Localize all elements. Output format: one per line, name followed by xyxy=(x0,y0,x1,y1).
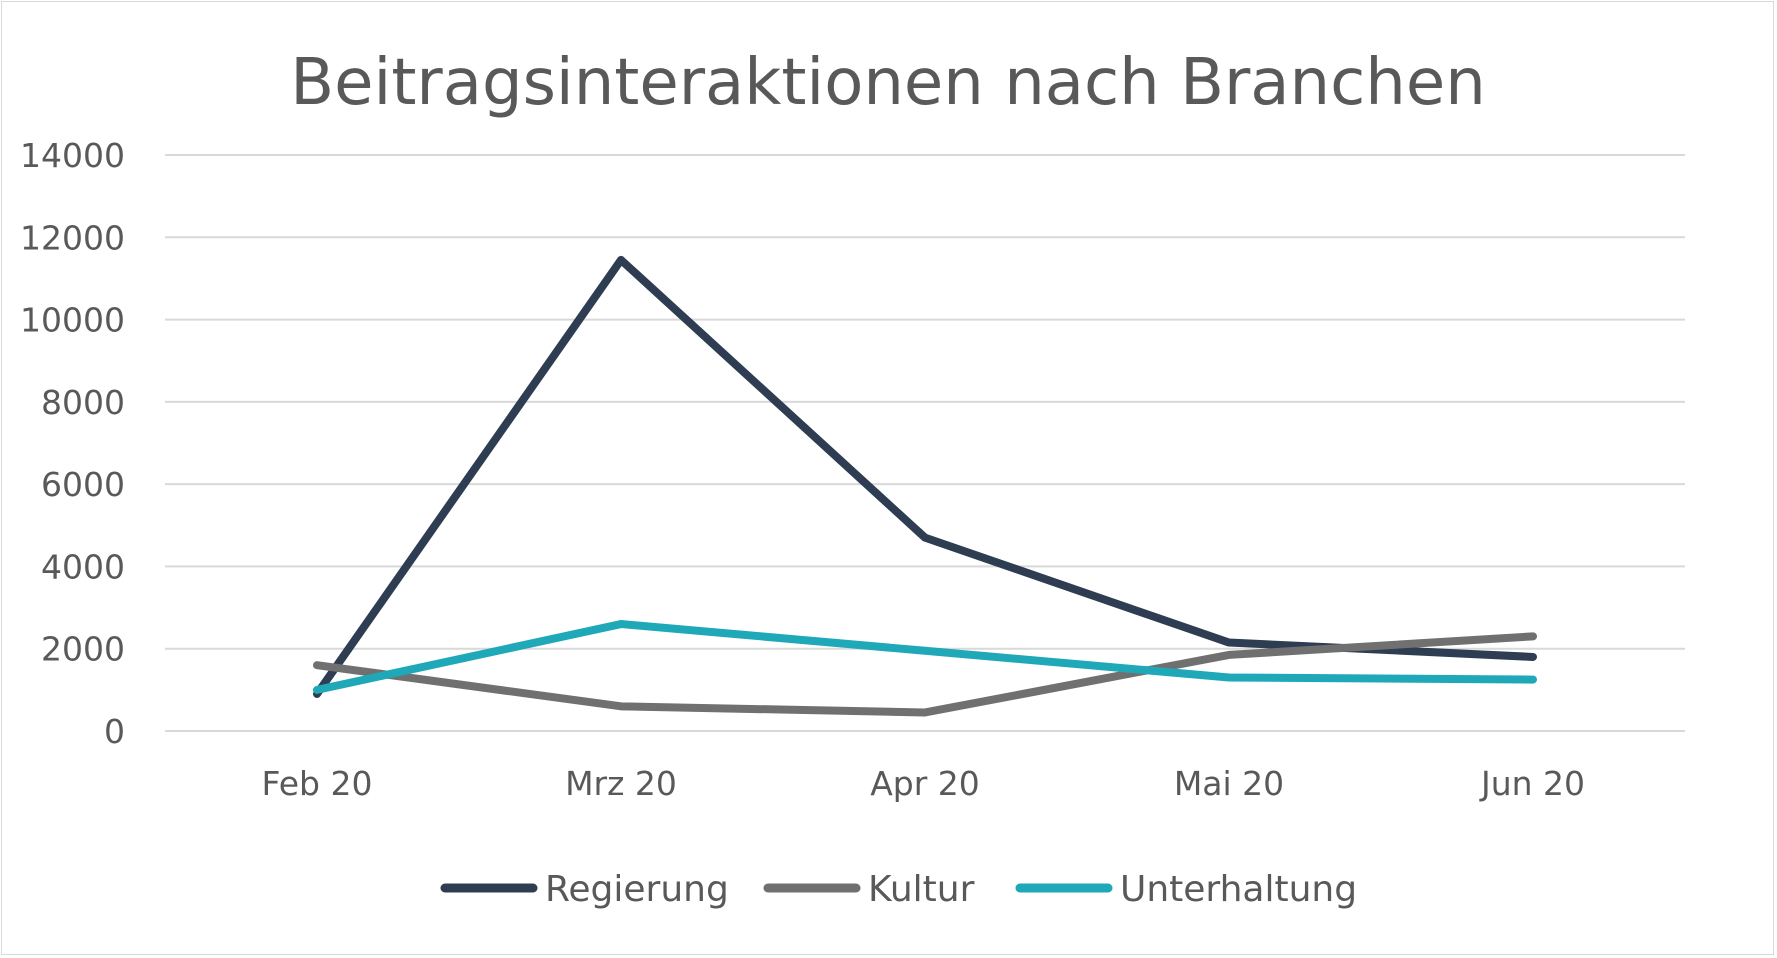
y-tick-label: 8000 xyxy=(41,383,125,422)
legend-label: Regierung xyxy=(545,869,729,910)
y-tick-label: 4000 xyxy=(41,547,125,586)
x-axis-tick-labels: Feb 20 Mrz 20 Apr 20 Mai 20 Jun 20 xyxy=(262,764,1585,803)
x-tick-label: Jun 20 xyxy=(1479,764,1585,803)
series-line-regierung xyxy=(313,255,1537,698)
y-tick-label: 14000 xyxy=(20,136,125,175)
chart-title: Beitragsinteraktionen nach Branchen xyxy=(290,46,1486,120)
x-tick-label: Apr 20 xyxy=(870,764,980,803)
y-tick-label: 10000 xyxy=(20,301,125,340)
y-tick-label: 6000 xyxy=(41,465,125,504)
x-tick-label: Mai 20 xyxy=(1174,764,1284,803)
y-tick-label: 2000 xyxy=(41,630,125,669)
y-tick-label: 12000 xyxy=(20,218,125,257)
x-tick-label: Mrz 20 xyxy=(565,764,677,803)
series-lines xyxy=(313,255,1537,717)
legend-label: Unterhaltung xyxy=(1120,869,1357,910)
y-axis-tick-labels: 0 2000 4000 6000 8000 10000 12000 14000 xyxy=(20,136,125,751)
series-line-kultur xyxy=(313,632,1537,717)
series-line-unterhaltung xyxy=(313,620,1537,694)
y-tick-label: 0 xyxy=(104,712,125,751)
legend: Regierung Kultur Unterhaltung xyxy=(440,869,1357,910)
x-tick-label: Feb 20 xyxy=(262,764,373,803)
legend-label: Kultur xyxy=(868,869,975,910)
